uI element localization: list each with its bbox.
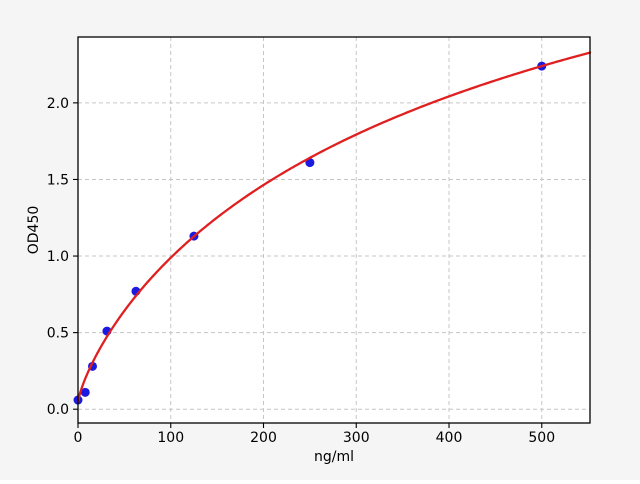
x-tick-label: 100: [157, 430, 184, 446]
x-tick-label: 200: [250, 430, 277, 446]
data-point: [80, 387, 90, 397]
x-tick-label: 0: [74, 430, 83, 446]
axes-spines: [77, 36, 591, 424]
plot-background: [78, 37, 590, 423]
y-tick-label: 1.0: [47, 249, 69, 265]
x-tick-label: 300: [343, 430, 370, 446]
data-points: [73, 61, 547, 405]
y-tick-label: 0.5: [47, 326, 69, 342]
y-tick-label: 2.0: [47, 96, 69, 112]
x-tick-label: 400: [436, 430, 463, 446]
x-tick-label: 500: [528, 430, 555, 446]
tick-labels: 0 100 200 300 400 500 0.0 0.5 1.0 1.5 2.0: [47, 96, 555, 446]
y-tick-label: 1.5: [47, 172, 69, 188]
fitted-curve-line: [76, 51, 592, 403]
y-axis-label: OD450: [26, 206, 42, 255]
y-tick-label: 0.0: [47, 402, 69, 418]
tick-marks: [73, 102, 543, 428]
x-axis-label: ng/ml: [314, 449, 354, 465]
